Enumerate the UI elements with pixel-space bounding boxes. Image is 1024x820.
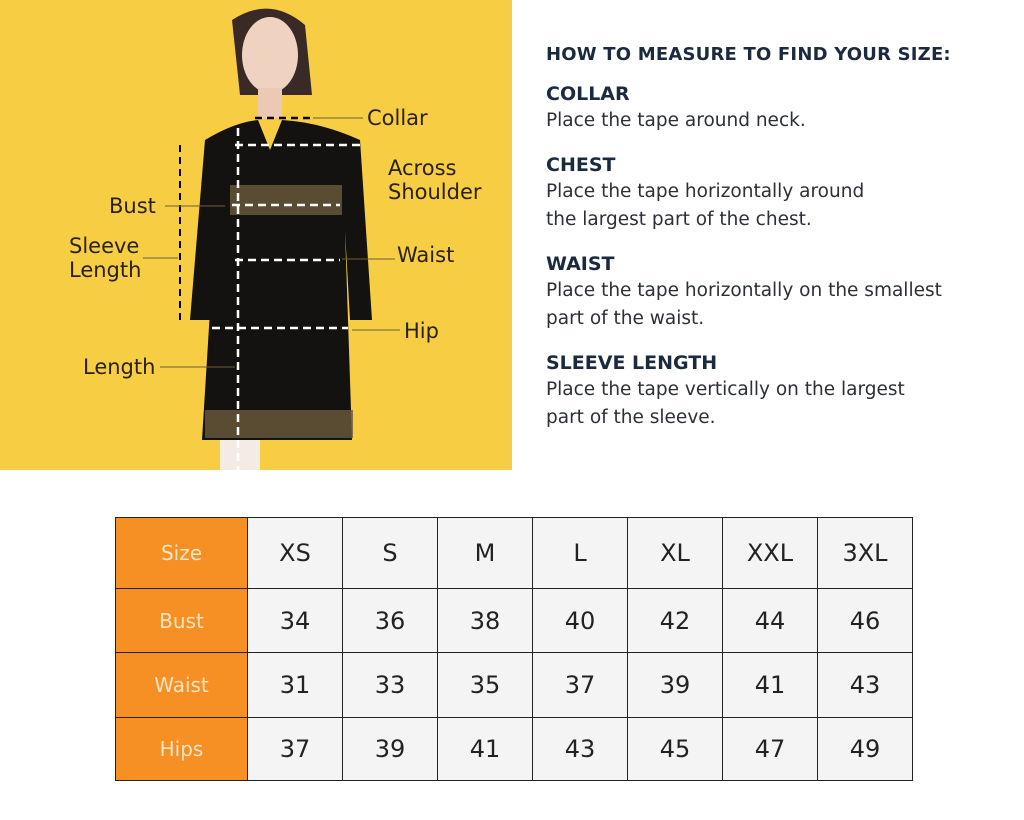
table-cell: XXL bbox=[722, 517, 818, 589]
table-cell: 34 bbox=[247, 588, 343, 653]
measuring-guide: HOW TO MEASURE TO FIND YOUR SIZE: COLLAR… bbox=[546, 44, 1016, 449]
table-cell: 40 bbox=[532, 588, 628, 653]
table-cell: S bbox=[342, 517, 438, 589]
measurement-illustration: Collar Across Shoulder Bust Sleeve Lengt… bbox=[0, 0, 512, 470]
size-chart-table: Size XS S M L XL XXL 3XL Bust 34 36 38 40 42 44 46 Waist… bbox=[115, 517, 913, 781]
model-figure bbox=[143, 8, 400, 470]
guide-section-waist: WAIST Place the tape horizontally on the … bbox=[546, 251, 1016, 333]
table-cell: M bbox=[437, 517, 533, 589]
guide-section-collar: COLLAR Place the tape around neck. bbox=[546, 81, 1016, 135]
table-cell: 39 bbox=[342, 717, 438, 781]
table-cell: XL bbox=[627, 517, 723, 589]
table-cell: 43 bbox=[532, 717, 628, 781]
label-hip: Hip bbox=[404, 319, 439, 343]
table-cell: 41 bbox=[722, 652, 818, 718]
section-text: Place the tape horizontally around the l… bbox=[546, 181, 865, 230]
table-row-size: Size XS S M L XL XXL 3XL bbox=[115, 517, 913, 589]
table-cell: 47 bbox=[722, 717, 818, 781]
guide-title: HOW TO MEASURE TO FIND YOUR SIZE: bbox=[546, 44, 951, 65]
section-heading: WAIST bbox=[546, 253, 615, 275]
section-text: Place the tape around neck. bbox=[546, 110, 806, 131]
table-cell: 3XL bbox=[817, 517, 913, 589]
row-header: Size bbox=[115, 517, 248, 589]
row-header: Waist bbox=[115, 652, 248, 718]
label-sleeve-length: Sleeve Length bbox=[69, 234, 142, 282]
table-cell: L bbox=[532, 517, 628, 589]
table-cell: 37 bbox=[247, 717, 343, 781]
row-header: Bust bbox=[115, 588, 248, 653]
section-text: Place the tape horizontally on the small… bbox=[546, 280, 942, 329]
table-cell: 46 bbox=[817, 588, 913, 653]
table-cell: 31 bbox=[247, 652, 343, 718]
table-row-hips: Hips 37 39 41 43 45 47 49 bbox=[115, 717, 913, 781]
label-collar: Collar bbox=[367, 106, 428, 130]
guide-section-chest: CHEST Place the tape horizontally around … bbox=[546, 152, 1016, 234]
label-length: Length bbox=[83, 355, 156, 379]
table-row-bust: Bust 34 36 38 40 42 44 46 bbox=[115, 588, 913, 653]
section-text: Place the tape vertically on the largest… bbox=[546, 379, 905, 428]
table-cell: XS bbox=[247, 517, 343, 589]
table-cell: 39 bbox=[627, 652, 723, 718]
row-header: Hips bbox=[115, 717, 248, 781]
table-cell: 44 bbox=[722, 588, 818, 653]
table-cell: 45 bbox=[627, 717, 723, 781]
table-cell: 42 bbox=[627, 588, 723, 653]
section-heading: SLEEVE LENGTH bbox=[546, 352, 718, 374]
label-across-shoulder: Across Shoulder bbox=[388, 156, 482, 204]
guide-section-sleeve-length: SLEEVE LENGTH Place the tape vertically o… bbox=[546, 350, 1016, 432]
label-waist: Waist bbox=[397, 243, 455, 267]
table-cell: 36 bbox=[342, 588, 438, 653]
table-cell: 37 bbox=[532, 652, 628, 718]
table-row-waist: Waist 31 33 35 37 39 41 43 bbox=[115, 652, 913, 718]
label-bust: Bust bbox=[109, 194, 156, 218]
table-cell: 49 bbox=[817, 717, 913, 781]
table-cell: 33 bbox=[342, 652, 438, 718]
table-cell: 41 bbox=[437, 717, 533, 781]
table-cell: 43 bbox=[817, 652, 913, 718]
section-heading: CHEST bbox=[546, 154, 616, 176]
section-heading: COLLAR bbox=[546, 83, 630, 105]
table-cell: 35 bbox=[437, 652, 533, 718]
table-cell: 38 bbox=[437, 588, 533, 653]
